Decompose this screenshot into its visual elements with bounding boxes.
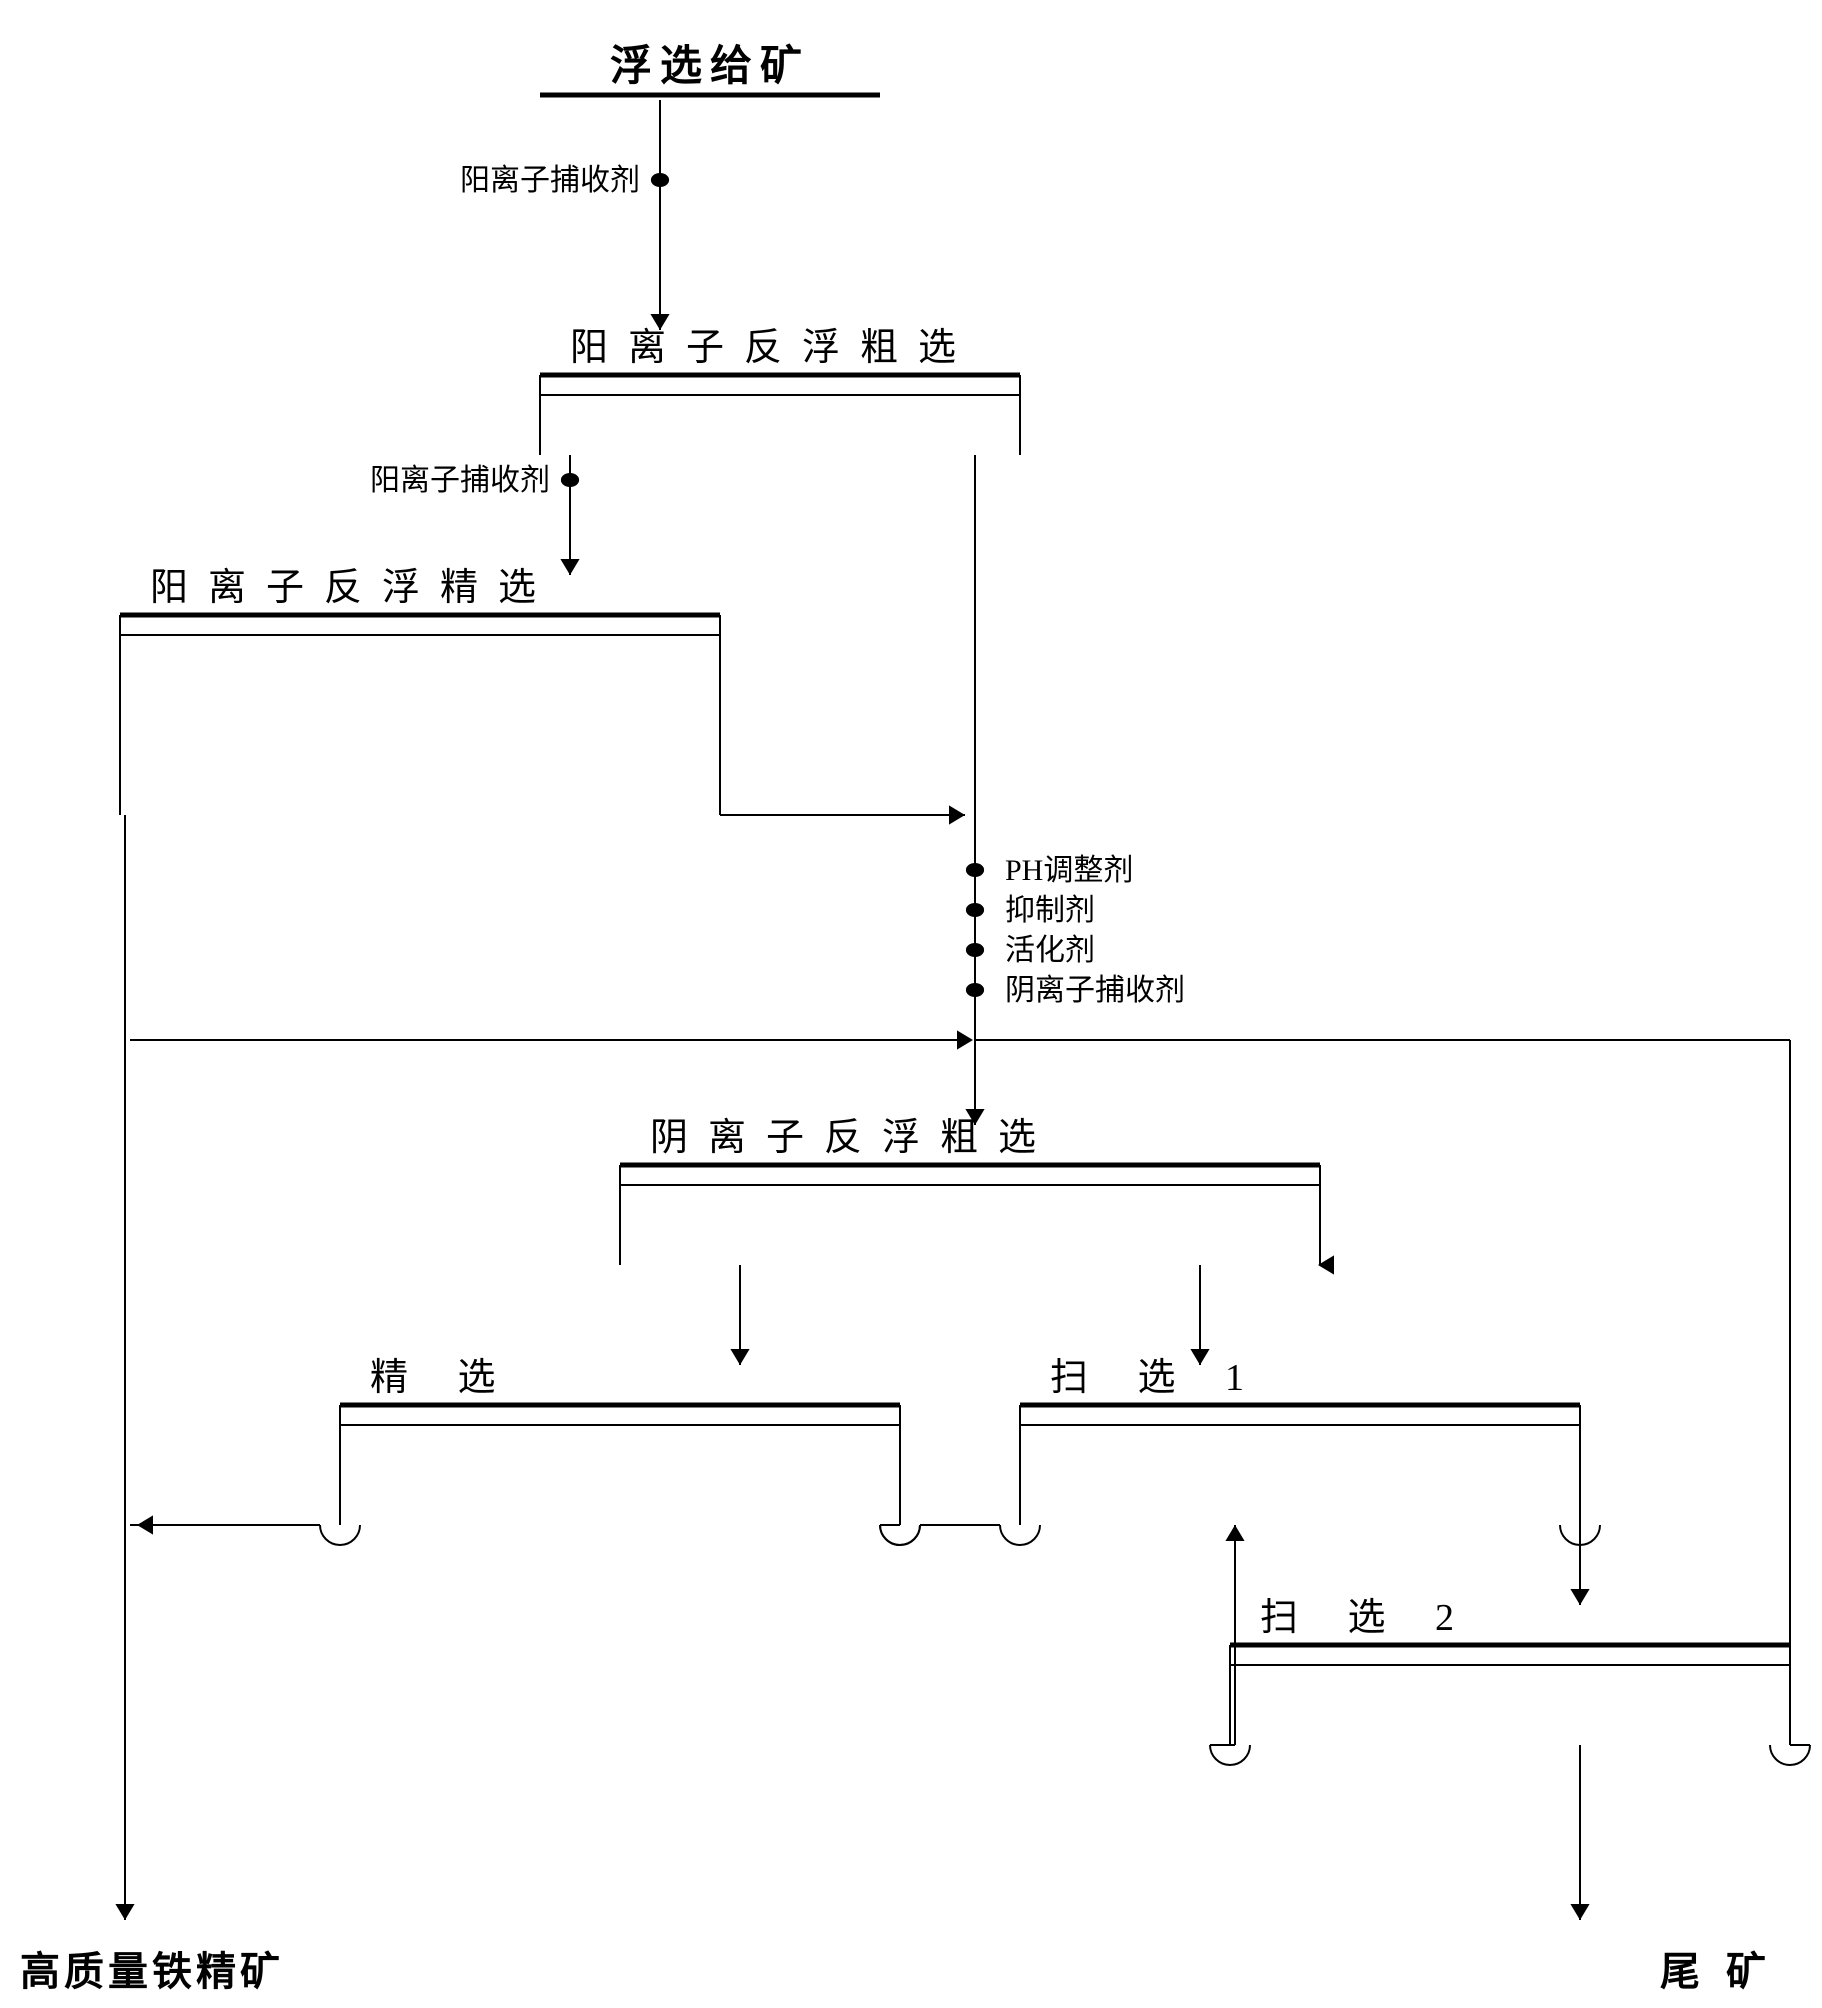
scav2-box-label: 扫 选 2: [1260, 1597, 1474, 1639]
reagent-anion: 阴离子捕收剂: [1005, 974, 1185, 1007]
reagent-activator: 活化剂: [1005, 934, 1095, 967]
product-concentrate: 高质量铁精矿: [20, 1949, 284, 1994]
scav1-box-label: 扫 选 1: [1050, 1357, 1264, 1399]
reagent-ph: PH调整剂: [1005, 854, 1133, 887]
anion-rough-label: 阴离子反浮粗选: [650, 1117, 1056, 1159]
reagent-inhibitor: 抑制剂: [1005, 894, 1095, 927]
cleaning-box-label: 精 选: [370, 1357, 516, 1399]
cation-rough-label: 阳离子反浮粗选: [570, 327, 976, 369]
cation-clean-label: 阳离子反浮精选: [150, 567, 556, 609]
product-tailings: 尾 矿: [1660, 1949, 1774, 1994]
reagent-dot: [561, 473, 579, 487]
feed-title: 浮选给矿: [610, 43, 810, 90]
reagent-dot: [651, 173, 669, 187]
reagent-cation-2: 阳离子捕收剂: [370, 464, 550, 497]
reagent-cation-1: 阳离子捕收剂: [460, 164, 640, 197]
